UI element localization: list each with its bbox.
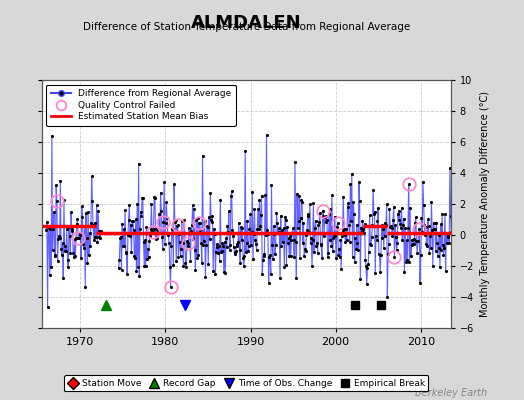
Y-axis label: Monthly Temperature Anomaly Difference (°C): Monthly Temperature Anomaly Difference (… <box>479 91 489 317</box>
Text: Difference of Station Temperature Data from Regional Average: Difference of Station Temperature Data f… <box>83 22 410 32</box>
Legend: Station Move, Record Gap, Time of Obs. Change, Empirical Break: Station Move, Record Gap, Time of Obs. C… <box>64 375 428 392</box>
Legend: Difference from Regional Average, Quality Control Failed, Estimated Station Mean: Difference from Regional Average, Qualit… <box>47 84 236 126</box>
Text: Berkeley Earth: Berkeley Earth <box>415 388 487 398</box>
Text: ALMDALEN: ALMDALEN <box>191 14 302 32</box>
